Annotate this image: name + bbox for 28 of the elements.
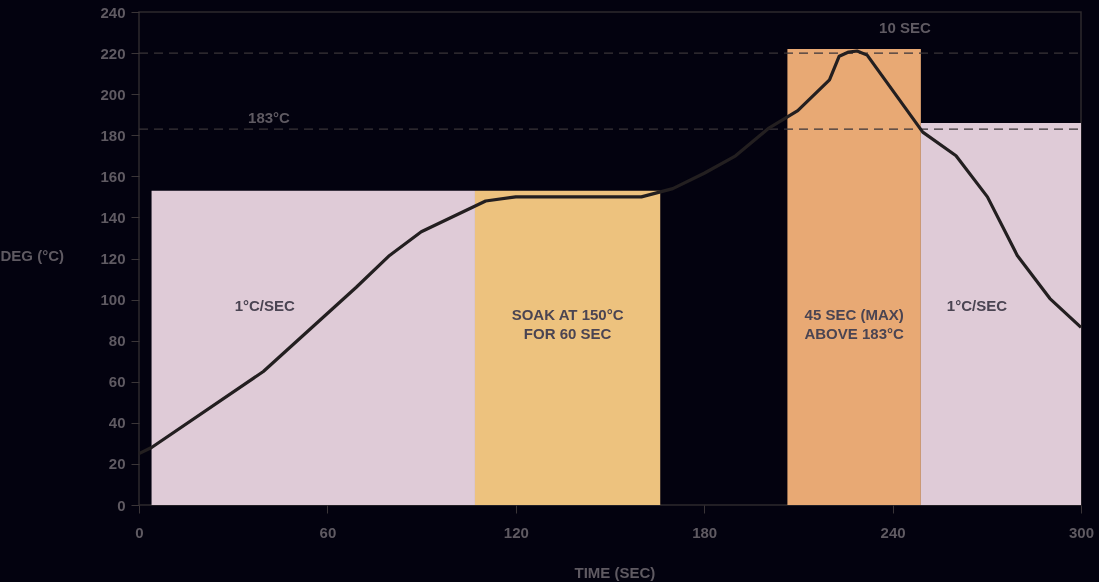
y-tick-label: 180 bbox=[100, 126, 126, 144]
y-tick-label: 220 bbox=[100, 44, 126, 62]
x-tick-label: 300 bbox=[1068, 523, 1095, 541]
annotation: 10 SEC bbox=[879, 19, 931, 36]
annotation: SOAK AT 150°C FOR 60 SEC bbox=[511, 306, 624, 343]
y-tick-label: 0 bbox=[117, 496, 126, 514]
ref-line-label: 183°C bbox=[248, 109, 291, 127]
y-tick-label: 20 bbox=[108, 455, 126, 473]
y-tick-label: 60 bbox=[108, 373, 126, 391]
x-tick-label: 240 bbox=[880, 523, 906, 541]
y-tick-label: 200 bbox=[100, 85, 126, 103]
y-tick-label: 100 bbox=[100, 291, 126, 309]
y-tick-label: 40 bbox=[108, 414, 126, 432]
x-axis-title: TIME (SEC) bbox=[574, 563, 656, 581]
annotation: 45 SEC (MAX) ABOVE 183°C bbox=[804, 306, 904, 343]
x-tick-label: 120 bbox=[503, 523, 529, 541]
y-axis-title: DEG (°C) bbox=[0, 247, 64, 264]
y-tick-label: 160 bbox=[100, 167, 126, 185]
x-tick-label: 180 bbox=[692, 523, 718, 541]
x-tick-label: 60 bbox=[319, 523, 337, 541]
y-tick-label: 140 bbox=[100, 208, 126, 226]
y-tick-label: 120 bbox=[100, 250, 126, 267]
x-tick-label: 0 bbox=[135, 523, 144, 541]
annotation: 1°C/SEC bbox=[234, 297, 296, 315]
line-series bbox=[137, 49, 1083, 456]
y-tick-label: 80 bbox=[108, 332, 126, 350]
y-tick-label: 240 bbox=[100, 3, 126, 21]
annotation: 1°C/SEC bbox=[946, 297, 1008, 315]
